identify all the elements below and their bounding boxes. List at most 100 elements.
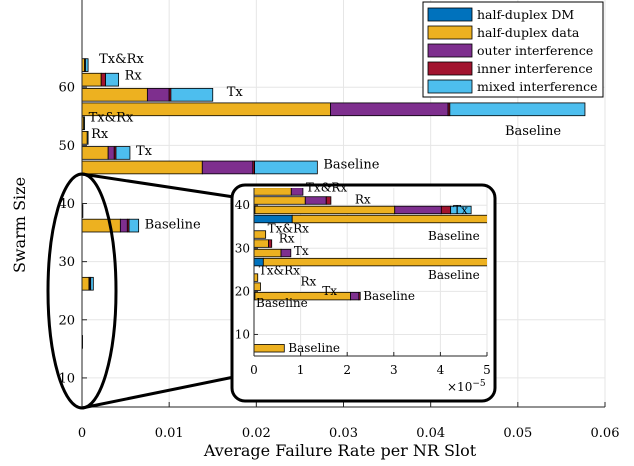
inset-bar-segment	[254, 205, 396, 215]
bar-segment	[81, 87, 148, 102]
inset-bar-segment	[254, 188, 292, 196]
inset-bar-segment	[325, 196, 332, 205]
bar-segment	[254, 160, 318, 175]
inset-bar-label: Baseline	[428, 229, 480, 243]
inset-bar-segment	[254, 248, 282, 258]
legend-entry: inner interference	[477, 61, 593, 76]
y-tick-label: 20	[58, 313, 75, 328]
bar-segment	[83, 116, 86, 131]
inset-y-tick-label: 10	[235, 327, 250, 341]
zoom-connector	[81, 172, 235, 199]
bar-label: Baseline	[505, 124, 561, 139]
inset-bar-labels: Tx&RxRxTxBaselineTx&RxRxTxBaselineTx&RxR…	[256, 180, 480, 355]
y-tick-label: 40	[58, 197, 75, 212]
legend-swatch	[427, 79, 473, 94]
bar-segment	[119, 218, 128, 233]
bar-label: Tx&Rx	[89, 110, 134, 125]
inset-bar-label: Baseline	[428, 268, 480, 282]
legend-entry: mixed interference	[477, 79, 598, 94]
bar-segment	[81, 160, 203, 175]
bar-segment	[81, 276, 90, 291]
bar-segment	[81, 218, 121, 233]
bar-label: Tx&Rx	[99, 52, 144, 67]
inset-x-tick-label: 3	[390, 363, 398, 377]
x-tick-label: 0.03	[329, 426, 358, 441]
legend-swatch	[427, 43, 473, 58]
x-axis-label: Average Failure Rate per NR Slot	[203, 441, 477, 460]
inset-bar-segment	[254, 239, 269, 248]
x-tick-label: 0.01	[155, 426, 184, 441]
legend: half-duplex DM half-duplex data outer inte…	[422, 1, 604, 98]
inset-bars	[254, 188, 487, 353]
inset-x-tick-label: 1	[297, 363, 305, 377]
y-tick-label: 10	[58, 371, 75, 386]
inset-bar-label: Tx	[453, 203, 468, 217]
inset-frame	[230, 183, 497, 403]
inset-bar-label: Baseline	[363, 289, 415, 303]
inset-bar-label: Tx	[294, 244, 309, 258]
inset-bar-segment	[440, 205, 452, 215]
bar-segment	[170, 87, 214, 102]
inset-bar-label: Rx	[301, 275, 317, 289]
zoom-callout	[46, 172, 235, 410]
inset-y-tick-label: 40	[235, 198, 250, 212]
bar-label: Rx	[125, 69, 143, 84]
bar-segment	[107, 146, 115, 160]
legend-entry: half-duplex DM	[477, 7, 574, 22]
bar-segment	[105, 72, 120, 87]
inset-x-exponent: −5	[472, 379, 486, 389]
inset-bar-label: Tx&Rx	[306, 180, 347, 194]
bar-segment	[330, 102, 449, 117]
bar-segment	[201, 160, 254, 175]
x-tick-label: 0.05	[503, 426, 532, 441]
legend-swatch	[427, 7, 473, 22]
bar-label: Baseline	[323, 157, 379, 172]
bar-segment	[128, 218, 140, 233]
inset-bar-segment	[358, 291, 361, 301]
inset-bar-segment	[268, 239, 273, 248]
bar-segment	[85, 58, 89, 72]
x-tick-label: 0.04	[416, 426, 445, 441]
inset-bar-segment	[450, 205, 472, 215]
inset-bar-segment	[254, 344, 285, 353]
inset-bar-label: Rx	[355, 192, 371, 206]
bar-segment	[81, 131, 88, 145]
bar-segment	[90, 276, 94, 291]
inset-y-tick-label: 20	[235, 284, 250, 298]
inset-x-tick-label: 2	[343, 363, 351, 377]
zoom-connector	[81, 375, 235, 410]
bar-label: Baseline	[145, 218, 201, 233]
y-tick-label: 60	[58, 81, 75, 96]
inset-bar-segment	[254, 282, 261, 291]
inset-bar-label: Tx&Rx	[268, 222, 309, 236]
legend-swatch	[427, 25, 473, 40]
x-tick-label: 0	[78, 426, 86, 441]
inset-chart: 0 1 2 3 4 510203040×10−5Tx&RxRxTxBaselineTx&R…	[230, 180, 497, 403]
bar-segment	[100, 72, 106, 87]
inset-y-tick-label: 30	[235, 241, 250, 255]
bar-segment	[146, 87, 170, 102]
inset-x-tick-label: 0	[250, 363, 258, 377]
bar-segment	[86, 131, 89, 145]
bar-label: Tx	[227, 85, 244, 100]
y-tick-label: 50	[58, 139, 75, 154]
bars	[81, 58, 586, 349]
bar-segment	[449, 102, 586, 117]
bar-labels: Tx&Rx Rx Tx Baseline Tx&Rx Rx Tx Baseline Baseli…	[89, 52, 562, 232]
inset-bar-segment	[291, 214, 487, 224]
inset-bar-segment	[280, 248, 292, 258]
bar-segment	[115, 146, 131, 160]
inset-bar-segment	[262, 257, 487, 267]
x-tick-label: 0.06	[591, 426, 620, 441]
bar-segment	[81, 146, 109, 160]
bar-label: Tx	[136, 144, 153, 159]
x-tick-label: 0.02	[242, 426, 271, 441]
inset-bar-label: Baseline	[256, 296, 308, 310]
legend-swatch	[427, 61, 473, 76]
legend-entry: half-duplex data	[477, 25, 580, 40]
inset-bar-segment	[394, 205, 442, 215]
bar-segment	[81, 72, 102, 87]
